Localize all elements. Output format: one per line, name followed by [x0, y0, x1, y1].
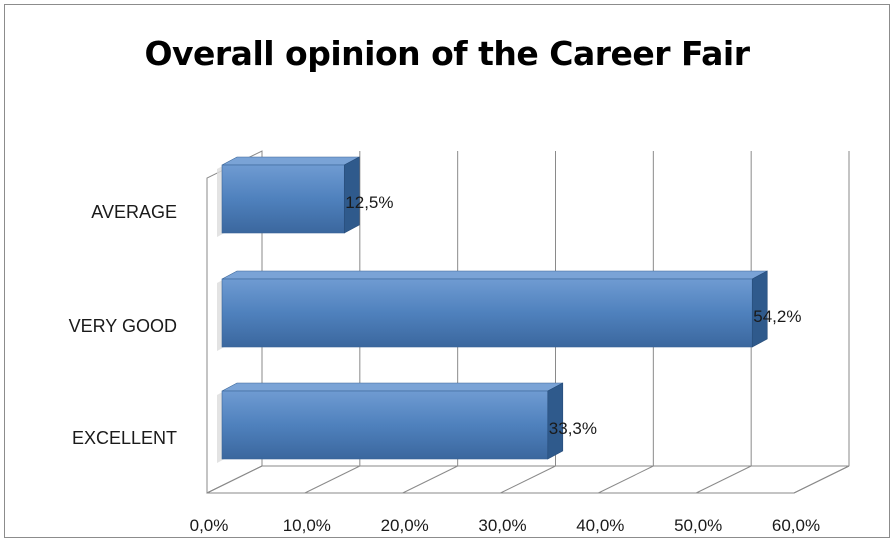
bar-end	[343, 156, 360, 234]
bar-top	[221, 270, 768, 280]
x-tick-label: 60,0%	[772, 516, 820, 535]
x-tick-label: 40,0%	[576, 516, 624, 535]
bar-top	[221, 156, 360, 166]
x-tick-label: 10,0%	[283, 516, 331, 535]
floor-gridline	[500, 465, 556, 494]
bar-end	[751, 270, 768, 348]
floor-gridline	[304, 465, 361, 494]
floor-gridline	[793, 465, 850, 494]
floor-gridline	[598, 465, 654, 494]
category-label: VERY GOOD	[69, 316, 177, 336]
floor-gridline	[206, 465, 263, 494]
bar-end	[547, 382, 564, 460]
bar-excellent	[221, 390, 549, 460]
bar-very-good	[221, 278, 753, 348]
floor-gridline	[402, 465, 458, 494]
category-label: AVERAGE	[91, 202, 177, 222]
chart-title: Overall opinion of the Career Fair	[144, 34, 750, 73]
data-label: 33,3%	[549, 419, 597, 438]
bar-top	[221, 382, 563, 392]
data-label: 54,2%	[753, 307, 801, 326]
data-label: 12,5%	[345, 193, 393, 212]
bar-average	[221, 164, 345, 234]
x-tick-label: 0,0%	[190, 516, 229, 535]
x-tick-label: 50,0%	[674, 516, 722, 535]
floor-gridline	[695, 465, 752, 494]
x-tick-label: 20,0%	[381, 516, 429, 535]
x-tick-label: 30,0%	[478, 516, 526, 535]
category-label: EXCELLENT	[72, 428, 177, 448]
